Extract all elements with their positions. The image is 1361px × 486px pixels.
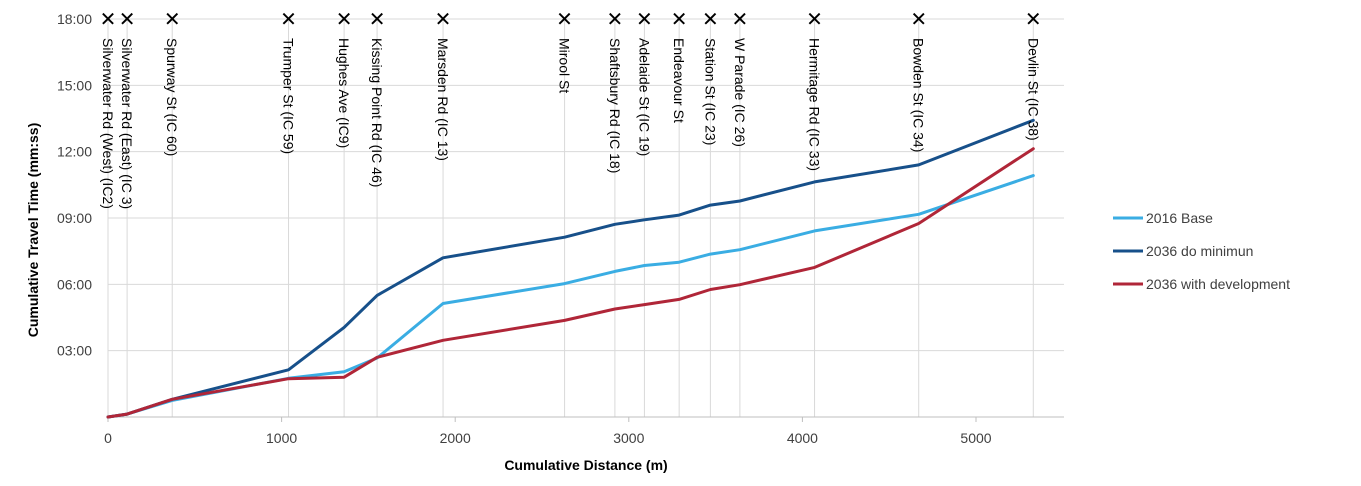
stop-marker: ✕ bbox=[636, 9, 653, 31]
stop-marker: ✕ bbox=[806, 9, 823, 31]
legend: 2016 Base 2036 do minimun 2036 with develo… bbox=[1113, 210, 1290, 292]
stop-label: Silverwater Rd (East) (IC 3) bbox=[119, 38, 135, 209]
stop-label: Kissing Point Rd (IC 46) bbox=[369, 38, 385, 187]
stop-label: Mirool St bbox=[557, 38, 573, 93]
stop-marker: ✕ bbox=[336, 9, 353, 31]
stop-marker: ✕ bbox=[164, 9, 181, 31]
stop-label: Endeavour St bbox=[671, 38, 687, 123]
stop-label: Adelaide St (IC 19) bbox=[636, 38, 652, 156]
stop-label: Marsden Rd (IC 13) bbox=[435, 38, 451, 161]
stop-marker: ✕ bbox=[702, 9, 719, 31]
y-tick-label: 18:00 bbox=[57, 11, 92, 27]
stop-label: Bowden St (IC 34) bbox=[911, 38, 927, 152]
stop-marker: ✕ bbox=[910, 9, 927, 31]
stop-label: Devlin St (IC 38) bbox=[1025, 38, 1041, 141]
stop-label: Station St (IC 23) bbox=[702, 38, 718, 145]
stop-marker: ✕ bbox=[435, 9, 452, 31]
x-tick-label: 0 bbox=[104, 430, 112, 446]
stop-marker: ✕ bbox=[280, 9, 297, 31]
legend-label: 2036 do minimun bbox=[1146, 243, 1253, 259]
y-tick-label: 12:00 bbox=[57, 144, 92, 160]
axes: 03:00 06:00 09:00 12:00 15:00 18:00 0 1000 2000 3… bbox=[57, 11, 1064, 446]
stop-marker: ✕ bbox=[100, 9, 117, 31]
y-axis-title: Cumulative Travel Time (mm:ss) bbox=[25, 123, 41, 337]
stop-label: Trumper St (IC 59) bbox=[281, 38, 297, 154]
x-axis-title: Cumulative Distance (m) bbox=[504, 457, 667, 473]
legend-label: 2016 Base bbox=[1146, 210, 1213, 226]
series-lines bbox=[106, 118, 1035, 419]
gridlines bbox=[107, 18, 1064, 417]
stop-label: Spurway St (IC 60) bbox=[164, 38, 180, 156]
stop-label: Hughes Ave (IC9) bbox=[336, 38, 352, 148]
stop-marker: ✕ bbox=[732, 9, 749, 31]
x-tick-label: 3000 bbox=[613, 430, 644, 446]
stop-marker: ✕ bbox=[1025, 9, 1042, 31]
stop-marker: ✕ bbox=[119, 9, 136, 31]
y-tick-label: 03:00 bbox=[57, 343, 92, 359]
stop-marker: ✕ bbox=[607, 9, 624, 31]
legend-label: 2036 with development bbox=[1146, 276, 1290, 292]
series-line-3 bbox=[106, 147, 1035, 419]
stop-marker: ✕ bbox=[671, 9, 688, 31]
stop-marker: ✕ bbox=[369, 9, 386, 31]
stop-annotations: ✕Silverwater Rd (West) (IC2)✕Silverwater… bbox=[100, 9, 1042, 209]
x-tick-label: 4000 bbox=[787, 430, 818, 446]
y-tick-label: 06:00 bbox=[57, 276, 92, 292]
stop-marker: ✕ bbox=[556, 9, 573, 31]
stop-label: Hermitage Rd (IC 33) bbox=[807, 38, 823, 171]
stop-label: Silverwater Rd (West) (IC2) bbox=[100, 38, 116, 209]
y-tick-label: 15:00 bbox=[57, 77, 92, 93]
x-tick-label: 5000 bbox=[960, 430, 991, 446]
x-tick-label: 2000 bbox=[440, 430, 471, 446]
series-line-2 bbox=[106, 118, 1035, 419]
x-tick-label: 1000 bbox=[266, 430, 297, 446]
y-tick-label: 09:00 bbox=[57, 210, 92, 226]
stop-label: Shaftsbury Rd (IC 18) bbox=[607, 38, 623, 173]
stop-label: W Parade (IC 26) bbox=[732, 38, 748, 147]
